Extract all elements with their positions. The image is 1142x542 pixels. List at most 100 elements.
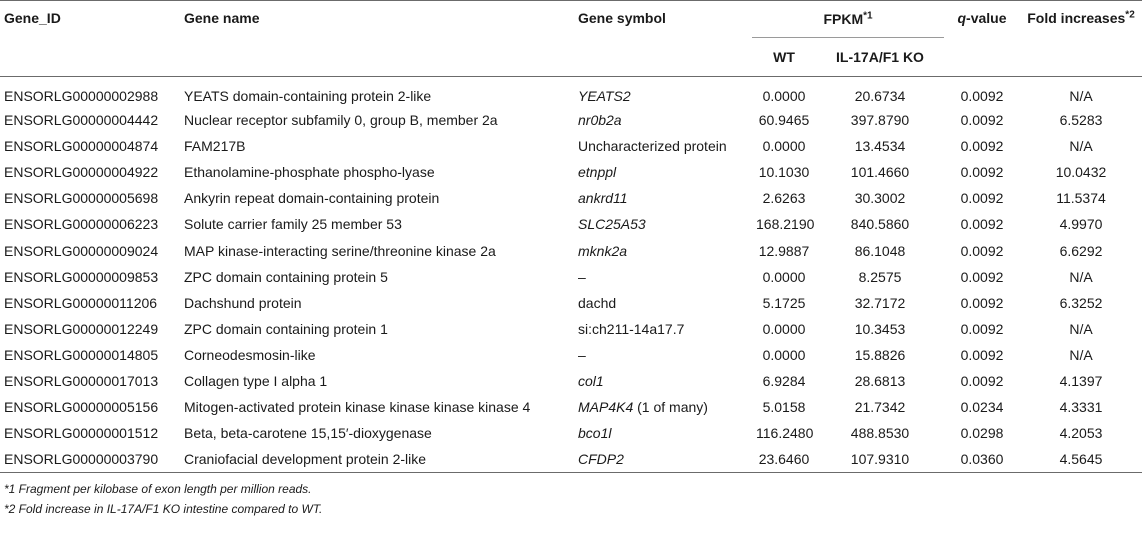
table-row: ENSORLG00000004922 Ethanolamine-phosphate… xyxy=(0,159,1142,185)
cell-fpkm-wt-text: 12.9887 xyxy=(758,242,810,259)
header-gene-id: Gene_ID xyxy=(0,0,180,77)
cell-fold-increase-text: N/A xyxy=(1069,346,1093,363)
cell-gene-id: ENSORLG00000003790 xyxy=(0,446,180,474)
header-fold-label: Fold increases xyxy=(1027,10,1126,26)
cell-gene-name: MAP kinase-interacting serine/threonine … xyxy=(180,237,574,263)
cell-gene-name-text: ZPC domain containing protein 1 xyxy=(184,320,388,337)
cell-q-value: 0.0092 xyxy=(944,237,1020,263)
cell-gene-id: ENSORLG00000004442 xyxy=(0,107,180,133)
cell-gene-symbol-text: CFDP2 xyxy=(578,451,624,468)
cell-gene-name-text: ZPC domain containing protein 5 xyxy=(184,268,388,285)
cell-q-value-text: 0.0092 xyxy=(960,268,1004,285)
cell-gene-name: FAM217B xyxy=(180,133,574,159)
cell-fpkm-wt-text: 0.0000 xyxy=(762,320,806,337)
cell-fpkm-wt: 0.0000 xyxy=(752,264,816,290)
cell-gene-symbol: MAP4K4 (1 of many) xyxy=(574,394,752,420)
cell-fpkm-wt-text: 5.0158 xyxy=(762,399,806,416)
cell-q-value: 0.0092 xyxy=(944,159,1020,185)
cell-fpkm-wt: 5.0158 xyxy=(752,394,816,420)
cell-fpkm-ko-text: 15.8826 xyxy=(854,346,906,363)
cell-fold-increase-text: N/A xyxy=(1069,88,1093,104)
cell-q-value-text: 0.0234 xyxy=(960,399,1004,416)
cell-gene-symbol-text: ankrd11 xyxy=(578,190,628,207)
cell-gene-name: Ethanolamine-phosphate phospho-lyase xyxy=(180,159,574,185)
cell-gene-id-text: ENSORLG00000004874 xyxy=(4,138,159,155)
table-row: ENSORLG00000005156 Mitogen-activated prot… xyxy=(0,394,1142,420)
cell-fpkm-ko: 397.8790 xyxy=(816,107,944,133)
cell-fold-increase-text: 4.3331 xyxy=(1059,399,1103,416)
cell-gene-name-text: Solute carrier family 25 member 53 xyxy=(184,216,402,233)
cell-fpkm-ko: 840.5860 xyxy=(816,211,944,237)
cell-gene-id: ENSORLG00000001512 xyxy=(0,420,180,446)
cell-fpkm-ko-text: 30.3002 xyxy=(854,190,906,207)
cell-fold-increase: N/A xyxy=(1020,133,1142,159)
table-row: ENSORLG00000004874 FAM217B Uncharacterized… xyxy=(0,133,1142,159)
cell-fpkm-ko: 28.6813 xyxy=(816,368,944,394)
cell-gene-name: ZPC domain containing protein 1 xyxy=(180,316,574,342)
cell-gene-symbol-text: dachd xyxy=(578,294,617,311)
cell-gene-id: ENSORLG00000005156 xyxy=(0,394,180,420)
cell-fold-increase: 6.3252 xyxy=(1020,290,1142,316)
cell-q-value: 0.0092 xyxy=(944,107,1020,133)
cell-gene-symbol-text: – xyxy=(578,346,586,363)
cell-q-value-text: 0.0092 xyxy=(960,346,1004,363)
cell-gene-name-text: Ankyrin repeat domain-containing protein xyxy=(184,190,440,207)
table-row: ENSORLG00000009024 MAP kinase-interacting… xyxy=(0,237,1142,263)
cell-gene-name: Beta, beta-carotene 15,15′-dioxygenase xyxy=(180,420,574,446)
cell-fold-increase-text: 4.9970 xyxy=(1059,216,1103,233)
cell-fpkm-wt-text: 5.1725 xyxy=(762,294,806,311)
cell-gene-symbol: ankrd11 xyxy=(574,185,752,211)
cell-gene-id: ENSORLG00000004922 xyxy=(0,159,180,185)
cell-fpkm-ko: 15.8826 xyxy=(816,342,944,368)
cell-fpkm-ko-text: 488.8530 xyxy=(850,425,910,442)
cell-gene-name: Mitogen-activated protein kinase kinase … xyxy=(180,394,574,420)
cell-gene-name: Ankyrin repeat domain-containing protein xyxy=(180,185,574,211)
cell-gene-symbol: YEATS2 xyxy=(574,77,752,108)
cell-gene-id: ENSORLG00000004874 xyxy=(0,133,180,159)
header-fpkm-footnote: *1 xyxy=(863,10,873,22)
cell-q-value: 0.0092 xyxy=(944,290,1020,316)
cell-fold-increase: N/A xyxy=(1020,264,1142,290)
cell-gene-name: Corneodesmosin-like xyxy=(180,342,574,368)
header-q-suffix: -value xyxy=(966,10,1007,26)
cell-gene-name: Collagen type I alpha 1 xyxy=(180,368,574,394)
cell-fold-increase-text: 4.2053 xyxy=(1059,425,1103,442)
table-row: ENSORLG00000004442 Nuclear receptor subfa… xyxy=(0,107,1142,133)
cell-gene-symbol: nr0b2a xyxy=(574,107,752,133)
cell-fold-increase: 4.5645 xyxy=(1020,446,1142,474)
cell-fpkm-ko: 86.1048 xyxy=(816,237,944,263)
cell-q-value: 0.0092 xyxy=(944,211,1020,237)
cell-fpkm-ko: 13.4534 xyxy=(816,133,944,159)
cell-fold-increase-text: 4.1397 xyxy=(1059,372,1103,389)
table-row: ENSORLG00000001512 Beta, beta-carotene 15… xyxy=(0,420,1142,446)
cell-gene-id: ENSORLG00000012249 xyxy=(0,316,180,342)
cell-fold-increase-text: N/A xyxy=(1069,320,1093,337)
cell-gene-id: ENSORLG00000009024 xyxy=(0,237,180,263)
cell-gene-symbol-text: nr0b2a xyxy=(578,112,622,129)
cell-q-value: 0.0092 xyxy=(944,133,1020,159)
cell-q-value-text: 0.0092 xyxy=(960,372,1004,389)
header-q-value: q-value xyxy=(944,0,1020,77)
cell-gene-name-text: Corneodesmosin-like xyxy=(184,346,316,363)
table-row: ENSORLG00000005698 Ankyrin repeat domain-… xyxy=(0,185,1142,211)
cell-fpkm-wt: 0.0000 xyxy=(752,77,816,108)
footnotes: *1 Fragment per kilobase of exon length … xyxy=(0,479,1142,519)
header-wt: WT xyxy=(752,37,816,77)
header-fold-footnote: *2 xyxy=(1125,9,1135,21)
table-row: ENSORLG00000006223 Solute carrier family … xyxy=(0,211,1142,237)
cell-fpkm-ko-text: 840.5860 xyxy=(850,216,910,233)
cell-fpkm-ko: 8.2575 xyxy=(816,264,944,290)
cell-fpkm-ko-text: 20.6734 xyxy=(854,88,906,104)
cell-fpkm-wt: 0.0000 xyxy=(752,342,816,368)
cell-fpkm-ko: 101.4660 xyxy=(816,159,944,185)
cell-gene-name: Solute carrier family 25 member 53 xyxy=(180,211,574,237)
cell-gene-symbol: mknk2a xyxy=(574,237,752,263)
cell-gene-name: YEATS domain-containing protein 2-like xyxy=(180,77,574,108)
cell-fold-increase: 10.0432 xyxy=(1020,159,1142,185)
cell-fold-increase: N/A xyxy=(1020,316,1142,342)
cell-q-value: 0.0092 xyxy=(944,185,1020,211)
cell-gene-symbol-text: Uncharacterized protein xyxy=(578,138,727,155)
header-fold-increases: Fold increases*2 xyxy=(1020,0,1142,77)
cell-q-value: 0.0298 xyxy=(944,420,1020,446)
cell-q-value: 0.0360 xyxy=(944,446,1020,474)
